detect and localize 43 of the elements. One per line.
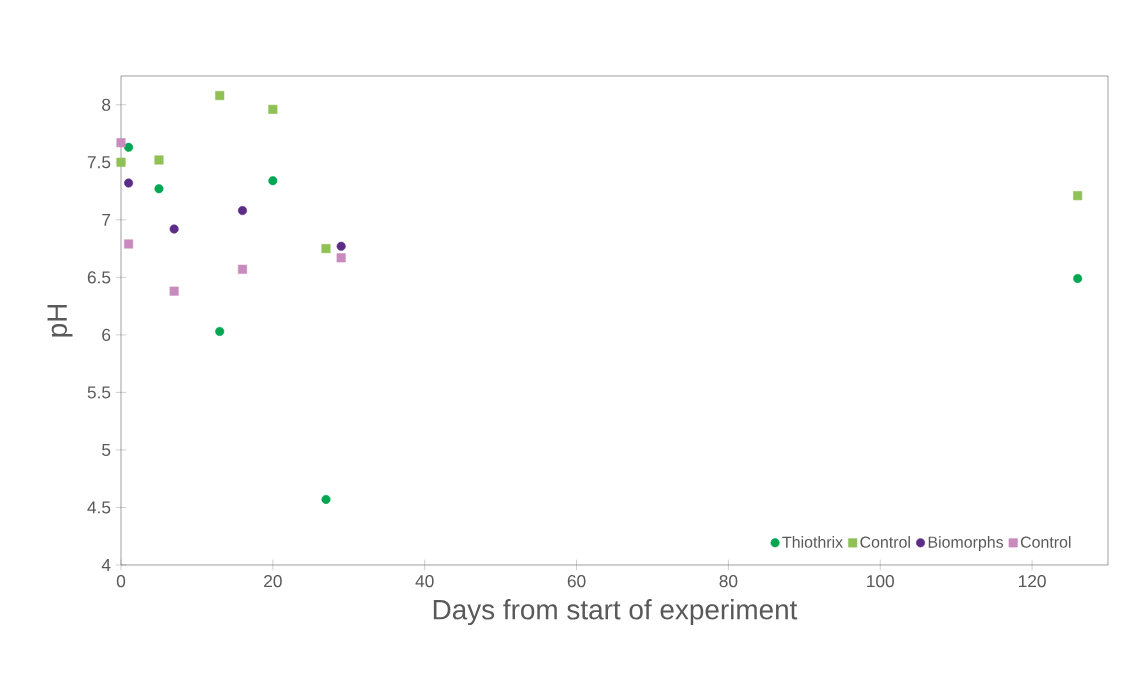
point xyxy=(124,239,134,249)
y-axis-title: pH xyxy=(47,304,73,337)
legend-label: Control xyxy=(1020,536,1071,548)
x-tick-label: 20 xyxy=(264,575,282,588)
point xyxy=(268,104,278,114)
point xyxy=(154,184,164,194)
point xyxy=(237,264,247,274)
y-tick-label: 7 xyxy=(102,213,111,226)
point xyxy=(1073,191,1083,201)
y-tick-label: 5.5 xyxy=(87,386,111,399)
point xyxy=(154,155,164,165)
y-tick-label: 4 xyxy=(101,559,111,571)
y-tick-label: 6 xyxy=(102,328,111,341)
point xyxy=(124,142,134,152)
point xyxy=(1073,273,1083,284)
x-axis-title: Days from start of experiment xyxy=(433,599,798,626)
point xyxy=(116,138,126,148)
y-tick-label: 4.5 xyxy=(87,501,111,514)
x-tick-label: 80 xyxy=(719,575,738,588)
point xyxy=(321,494,331,504)
x-tick-label: 60 xyxy=(567,575,586,588)
point xyxy=(336,241,346,251)
point xyxy=(215,91,225,101)
y-tick-label: 7.5 xyxy=(87,156,111,169)
y-tick-label: 6.5 xyxy=(87,271,111,284)
legend-label: Control xyxy=(860,536,910,548)
x-tick-label: 40 xyxy=(415,575,434,588)
point xyxy=(169,286,179,296)
point xyxy=(169,224,179,234)
point xyxy=(124,178,134,188)
y-tick-label: 8 xyxy=(102,98,111,111)
point xyxy=(237,206,247,216)
point xyxy=(321,244,331,254)
y-tick-label: 5 xyxy=(102,443,111,456)
point xyxy=(336,253,346,263)
point xyxy=(215,326,225,336)
legend-label: Thiothrix xyxy=(782,536,843,548)
point xyxy=(116,157,126,167)
x-tick-label: 120 xyxy=(1018,575,1046,588)
x-tick-label: 100 xyxy=(867,575,894,588)
point xyxy=(268,176,278,186)
legend-label: Biomorphs xyxy=(928,536,1004,551)
x-tick-label: 0 xyxy=(116,575,126,588)
